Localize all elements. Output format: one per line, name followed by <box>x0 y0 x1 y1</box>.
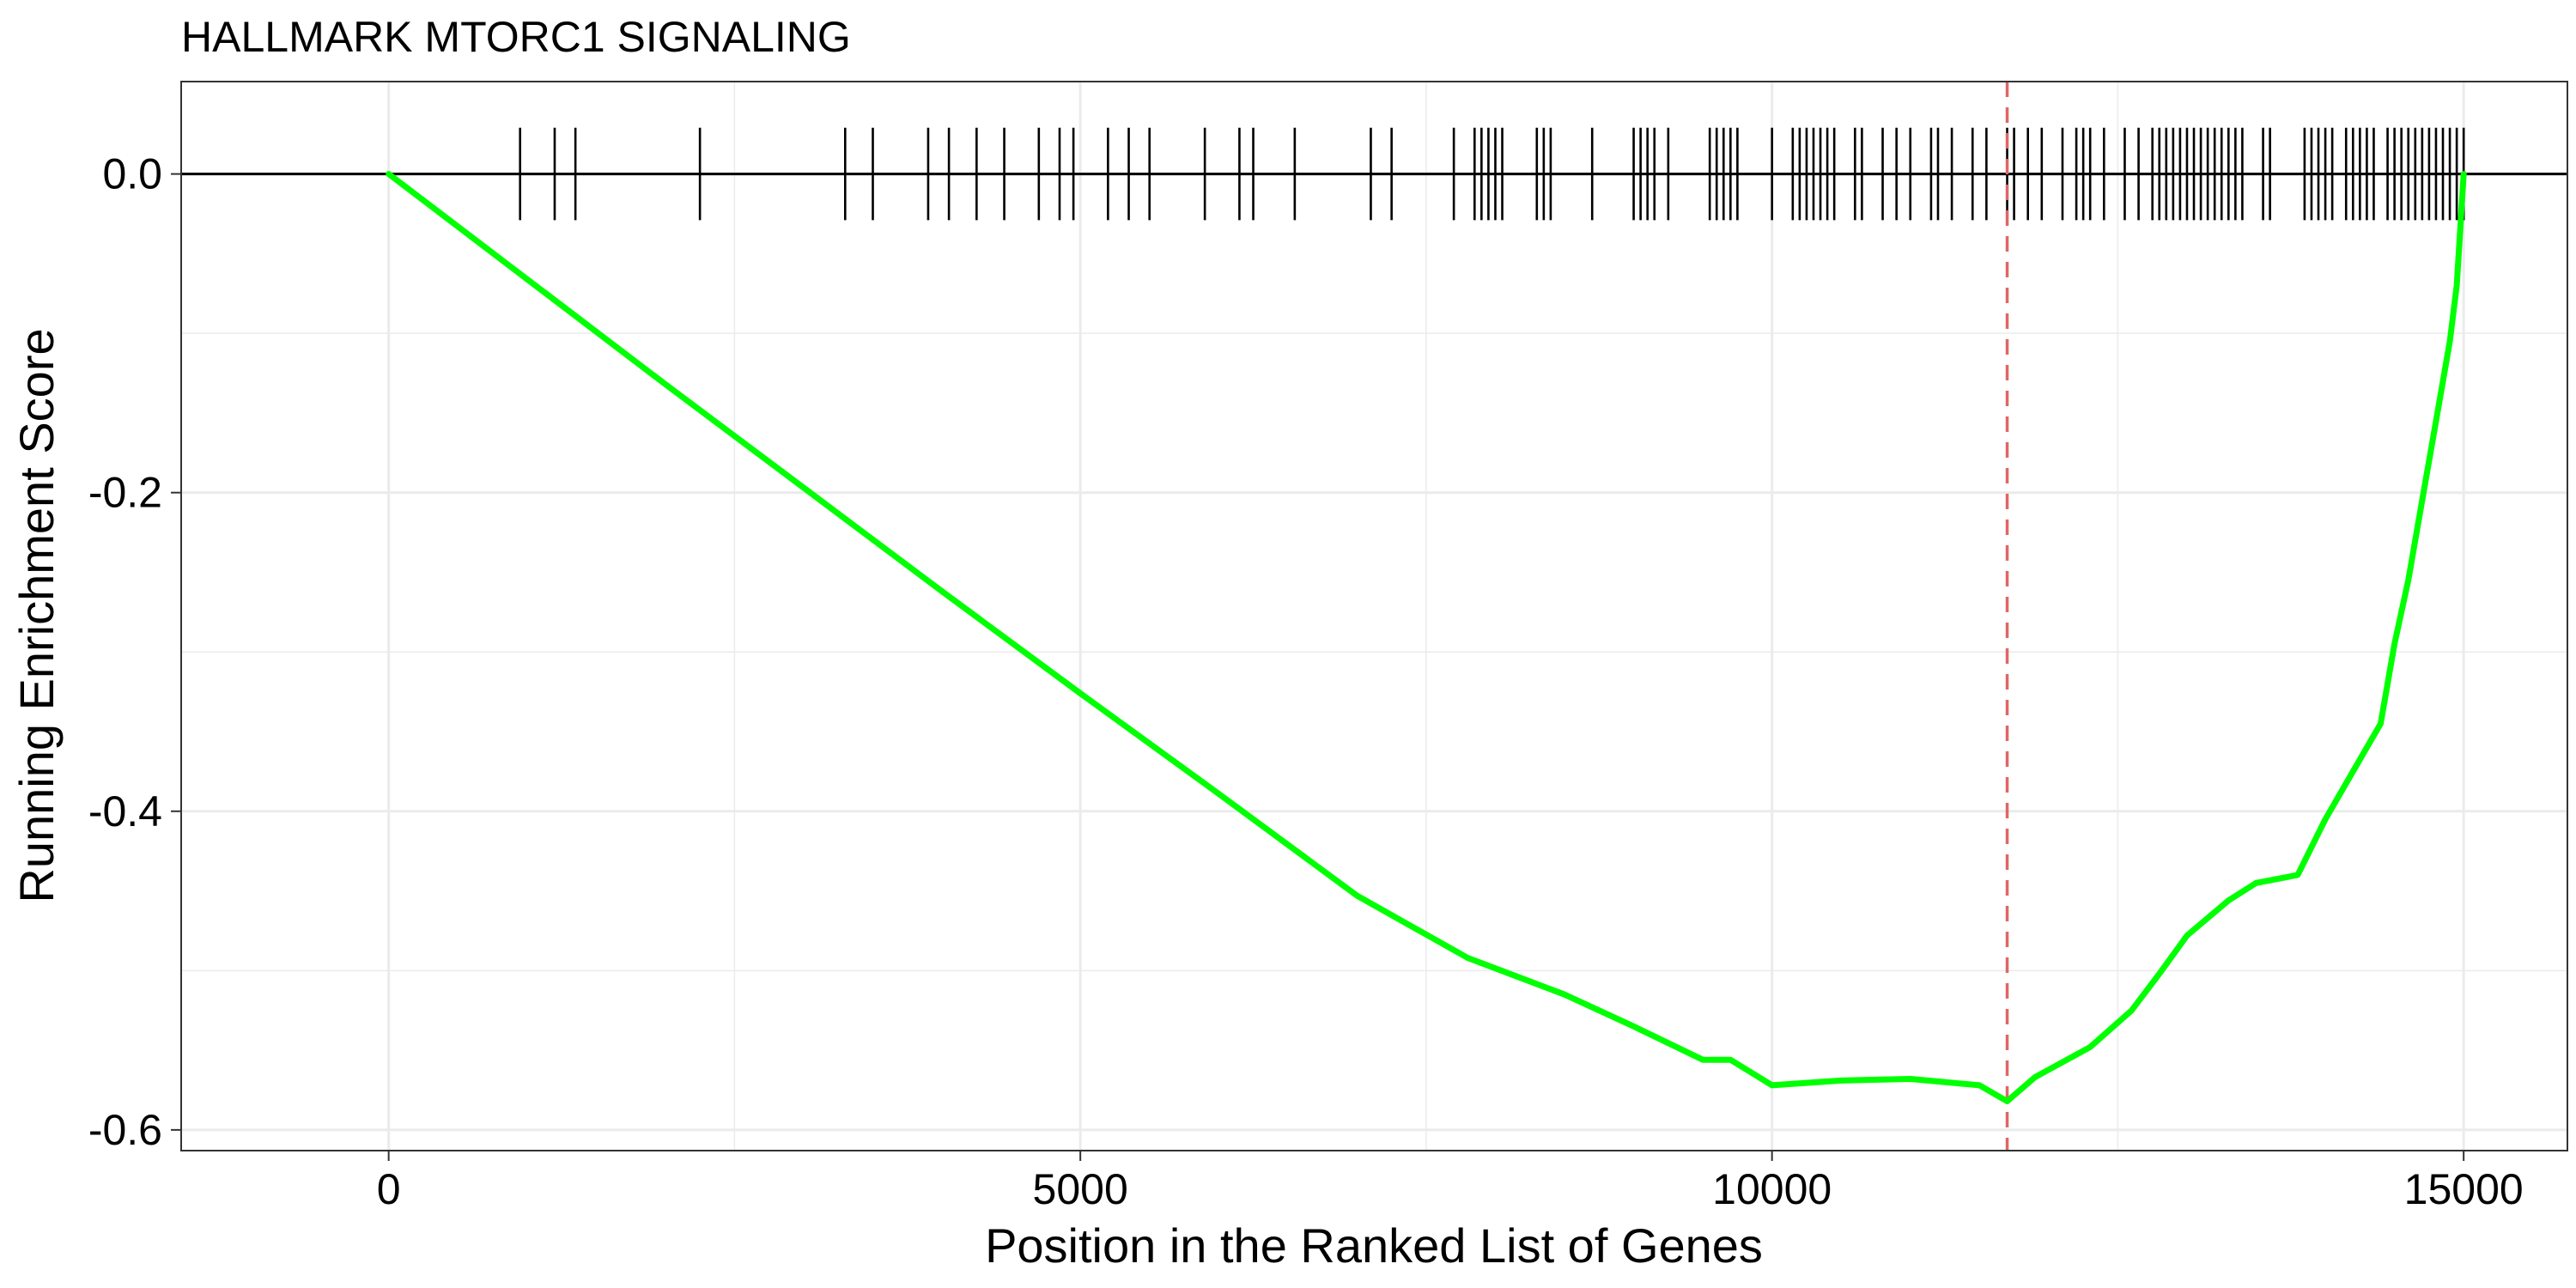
x-axis-title: Position in the Ranked List of Genes <box>985 1218 1763 1273</box>
y-tick-label: -0.4 <box>88 787 162 835</box>
plot-border <box>180 81 2568 1151</box>
x-tick-label: 5000 <box>1033 1165 1128 1213</box>
plot-panel <box>181 82 2567 1151</box>
y-tick-label: -0.2 <box>88 469 162 517</box>
x-axis-ticks: 0 5000 10000 15000 <box>377 1151 2524 1213</box>
enrichment-score-line <box>386 171 2467 1104</box>
x-tick-label: 10000 <box>1712 1165 1832 1213</box>
enrichment-curve-group <box>386 171 2467 1104</box>
y-axis-ticks: 0.0 -0.2 -0.4 -0.6 <box>88 150 181 1154</box>
y-tick-label: 0.0 <box>102 150 162 198</box>
gene-hit-marks <box>519 127 2465 221</box>
chart-title: HALLMARK MTORC1 SIGNALING <box>181 13 851 61</box>
y-tick-label: -0.6 <box>88 1106 162 1154</box>
x-tick-label: 0 <box>377 1165 401 1213</box>
x-tick-label: 15000 <box>2404 1165 2524 1213</box>
y-axis-title: Running Enrichment Score <box>9 328 64 902</box>
